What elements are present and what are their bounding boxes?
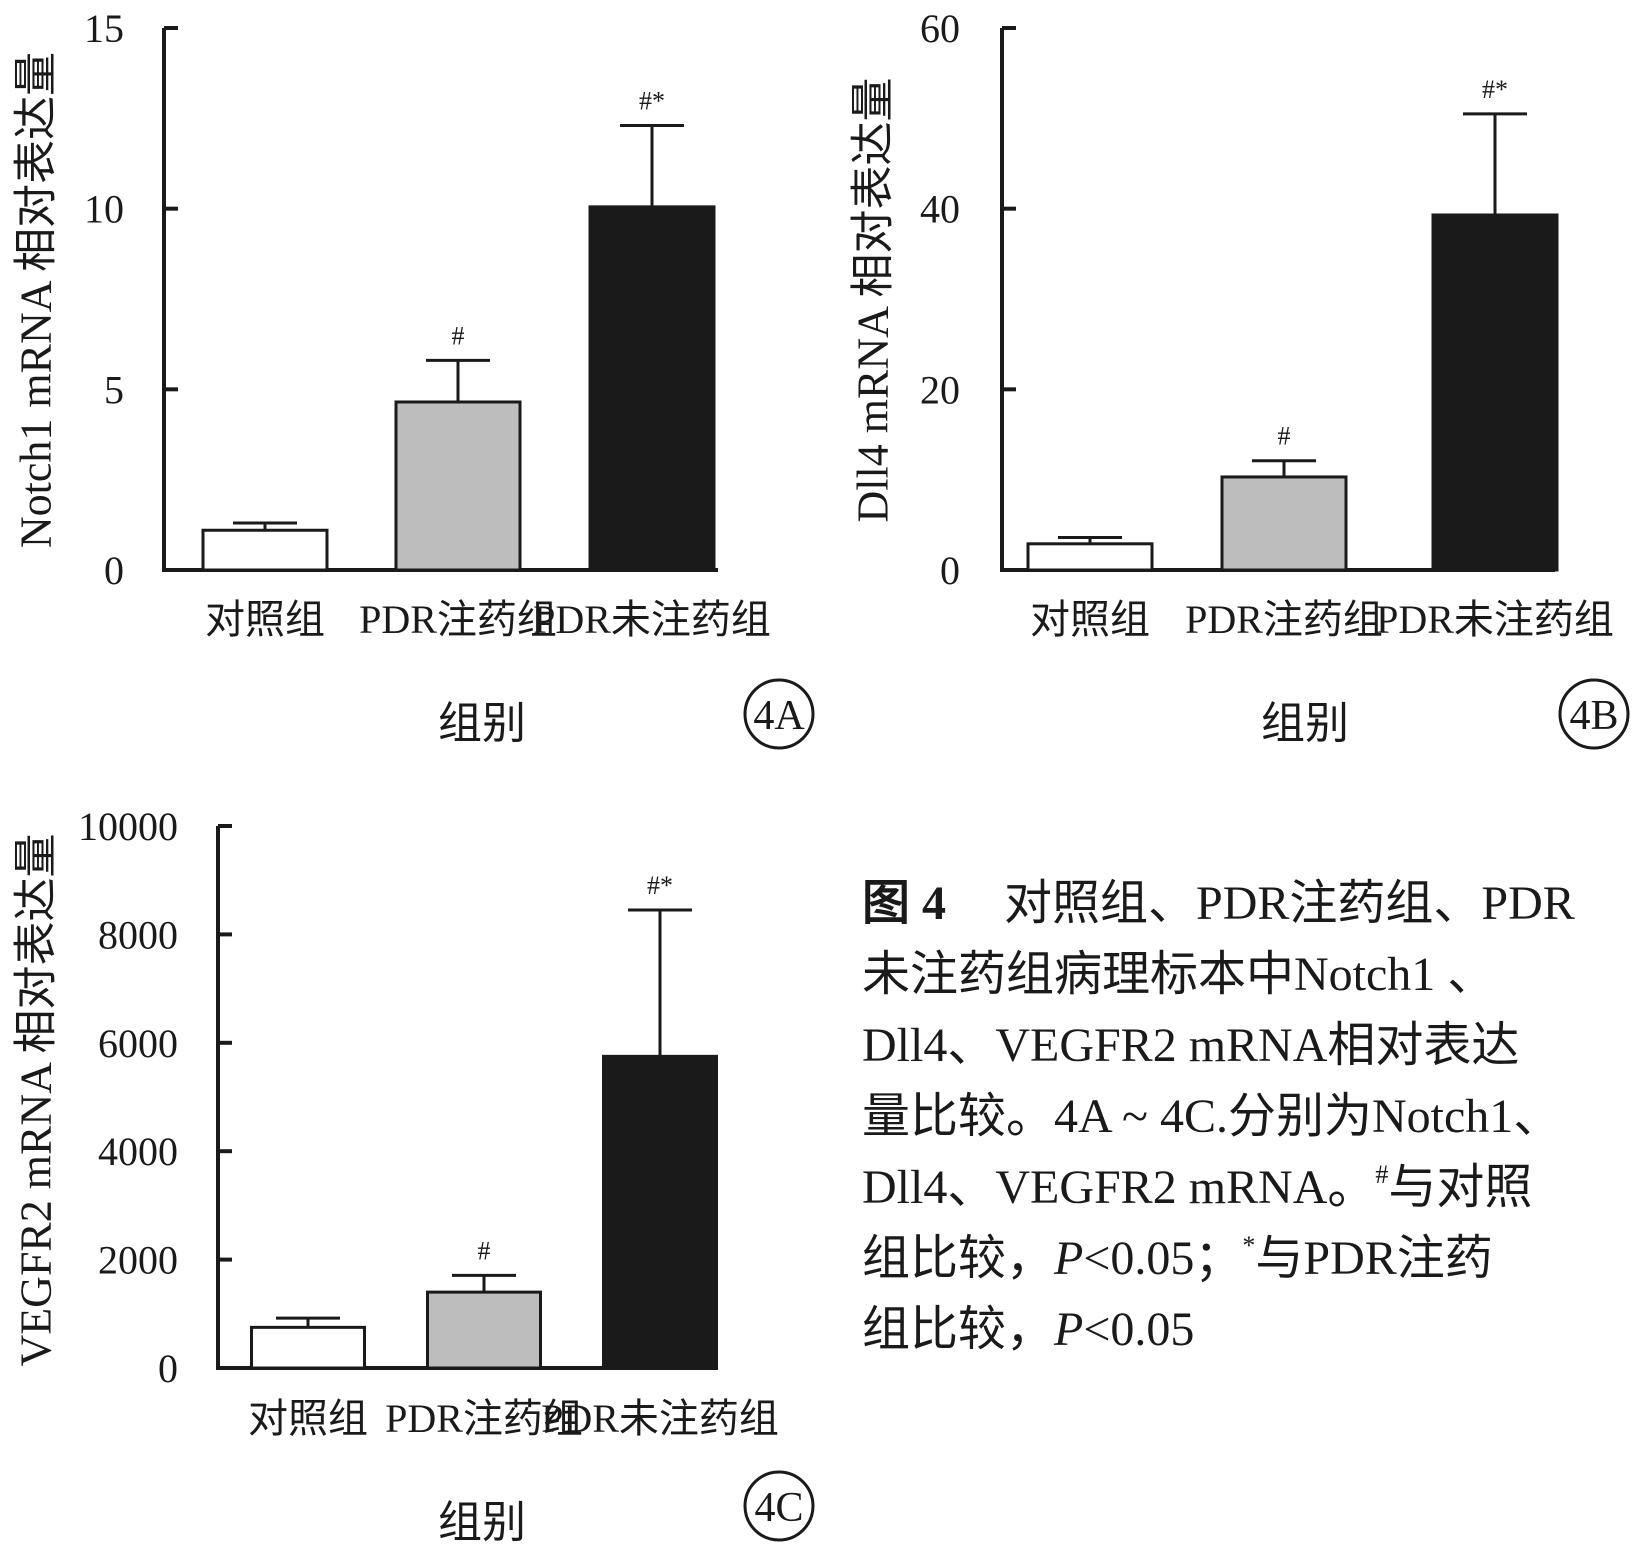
- figure-number: 图 4: [862, 877, 947, 930]
- category-label: PDR注药组: [359, 597, 557, 642]
- bar: [1220, 475, 1348, 572]
- p-symbol-2: P: [1054, 1303, 1084, 1356]
- caption-text-6a: 组比较，: [862, 1232, 1055, 1285]
- p-value-text: <0.05；: [1083, 1232, 1243, 1285]
- category-label: PDR未注药组: [541, 1396, 779, 1441]
- caption-text-6b: 与PDR注药: [1255, 1232, 1493, 1285]
- significance-label: #*: [647, 871, 673, 900]
- star-superscript: *: [1242, 1231, 1256, 1260]
- x-axis-title: 组别: [1261, 699, 1349, 748]
- y-tick-label: 15: [84, 6, 124, 51]
- hash-superscript: #: [1375, 1160, 1389, 1189]
- y-axis-title: Notch1 mRNA 相对表达量: [12, 52, 61, 548]
- caption-line-6: 组比较，P<0.05；*与PDR注药: [862, 1223, 1614, 1294]
- caption-line-7: 组比较，P<0.05: [862, 1294, 1614, 1365]
- y-tick-label: 2000: [98, 1238, 178, 1283]
- y-tick-label: 5: [104, 367, 124, 412]
- panel-label: 4A: [753, 693, 805, 739]
- x-axis-title: 组别: [438, 699, 526, 748]
- significance-label: #: [478, 1236, 491, 1265]
- category-label: 对照组: [248, 1396, 368, 1441]
- caption-line-4: 量比较。4A ~ 4C.分别为Notch1、: [862, 1090, 1562, 1143]
- bar: [1026, 542, 1154, 572]
- category-label: PDR注药组: [385, 1396, 583, 1441]
- category-label: 对照组: [205, 597, 325, 642]
- panel-label: 4C: [754, 1485, 803, 1531]
- p-value-text-2: <0.05: [1083, 1303, 1195, 1356]
- y-tick-label: 8000: [98, 912, 178, 957]
- y-tick-label: 20: [920, 367, 960, 412]
- figure-caption: 图 4 对照组、PDR注药组、PDR 未注药组病理标本中Notch1 、 Dll4…: [862, 868, 1614, 1365]
- caption-line-1: 图 4 对照组、PDR注药组、PDR: [862, 868, 1614, 939]
- caption-line-5: Dll4、VEGFR2 mRNA。#与对照: [862, 1152, 1614, 1223]
- significance-label: #*: [1482, 75, 1508, 104]
- panel-label-circle: [1558, 678, 1630, 750]
- caption-text-7a: 组比较，: [862, 1303, 1055, 1356]
- y-tick-label: 0: [104, 548, 124, 593]
- category-label: 对照组: [1030, 597, 1150, 642]
- significance-label: #: [452, 321, 465, 350]
- bar: [602, 1054, 718, 1370]
- category-label: PDR未注药组: [533, 597, 771, 642]
- y-tick-label: 10000: [78, 804, 178, 849]
- category-label: PDR未注药组: [1376, 597, 1614, 642]
- caption-text-1: 对照组、PDR注药组、PDR: [1004, 877, 1575, 930]
- caption-line-3: Dll4、VEGFR2 mRNA相对表达: [862, 1019, 1520, 1072]
- panel-label-circle: [743, 1470, 815, 1542]
- y-tick-label: 0: [158, 1346, 178, 1391]
- caption-text-5b: 与对照: [1388, 1161, 1533, 1214]
- y-tick-label: 4000: [98, 1129, 178, 1174]
- panel-label: 4B: [1569, 693, 1618, 739]
- significance-label: #: [1278, 422, 1291, 451]
- caption-line-2: 未注药组病理标本中Notch1 、: [862, 948, 1496, 1001]
- bar: [201, 528, 329, 572]
- caption-text-5a: Dll4、VEGFR2 mRNA。: [862, 1161, 1376, 1214]
- p-symbol: P: [1054, 1232, 1084, 1285]
- category-label: PDR注药组: [1185, 597, 1383, 642]
- bar: [588, 205, 716, 572]
- bar: [426, 1290, 542, 1370]
- y-tick-label: 60: [920, 6, 960, 51]
- y-tick-label: 0: [940, 548, 960, 593]
- y-tick-label: 40: [920, 187, 960, 232]
- x-axis-title: 组别: [438, 1498, 526, 1547]
- y-axis-title: Dll4 mRNA 相对表达量: [849, 78, 898, 523]
- bar: [1431, 213, 1559, 572]
- bar: [394, 400, 522, 572]
- y-tick-label: 10: [84, 187, 124, 232]
- panel-label-circle: [743, 678, 815, 750]
- y-tick-label: 6000: [98, 1021, 178, 1066]
- bar: [250, 1325, 366, 1370]
- significance-label: #*: [639, 87, 665, 116]
- y-axis-title: VEGFR2 mRNA 相对表达量: [12, 834, 61, 1367]
